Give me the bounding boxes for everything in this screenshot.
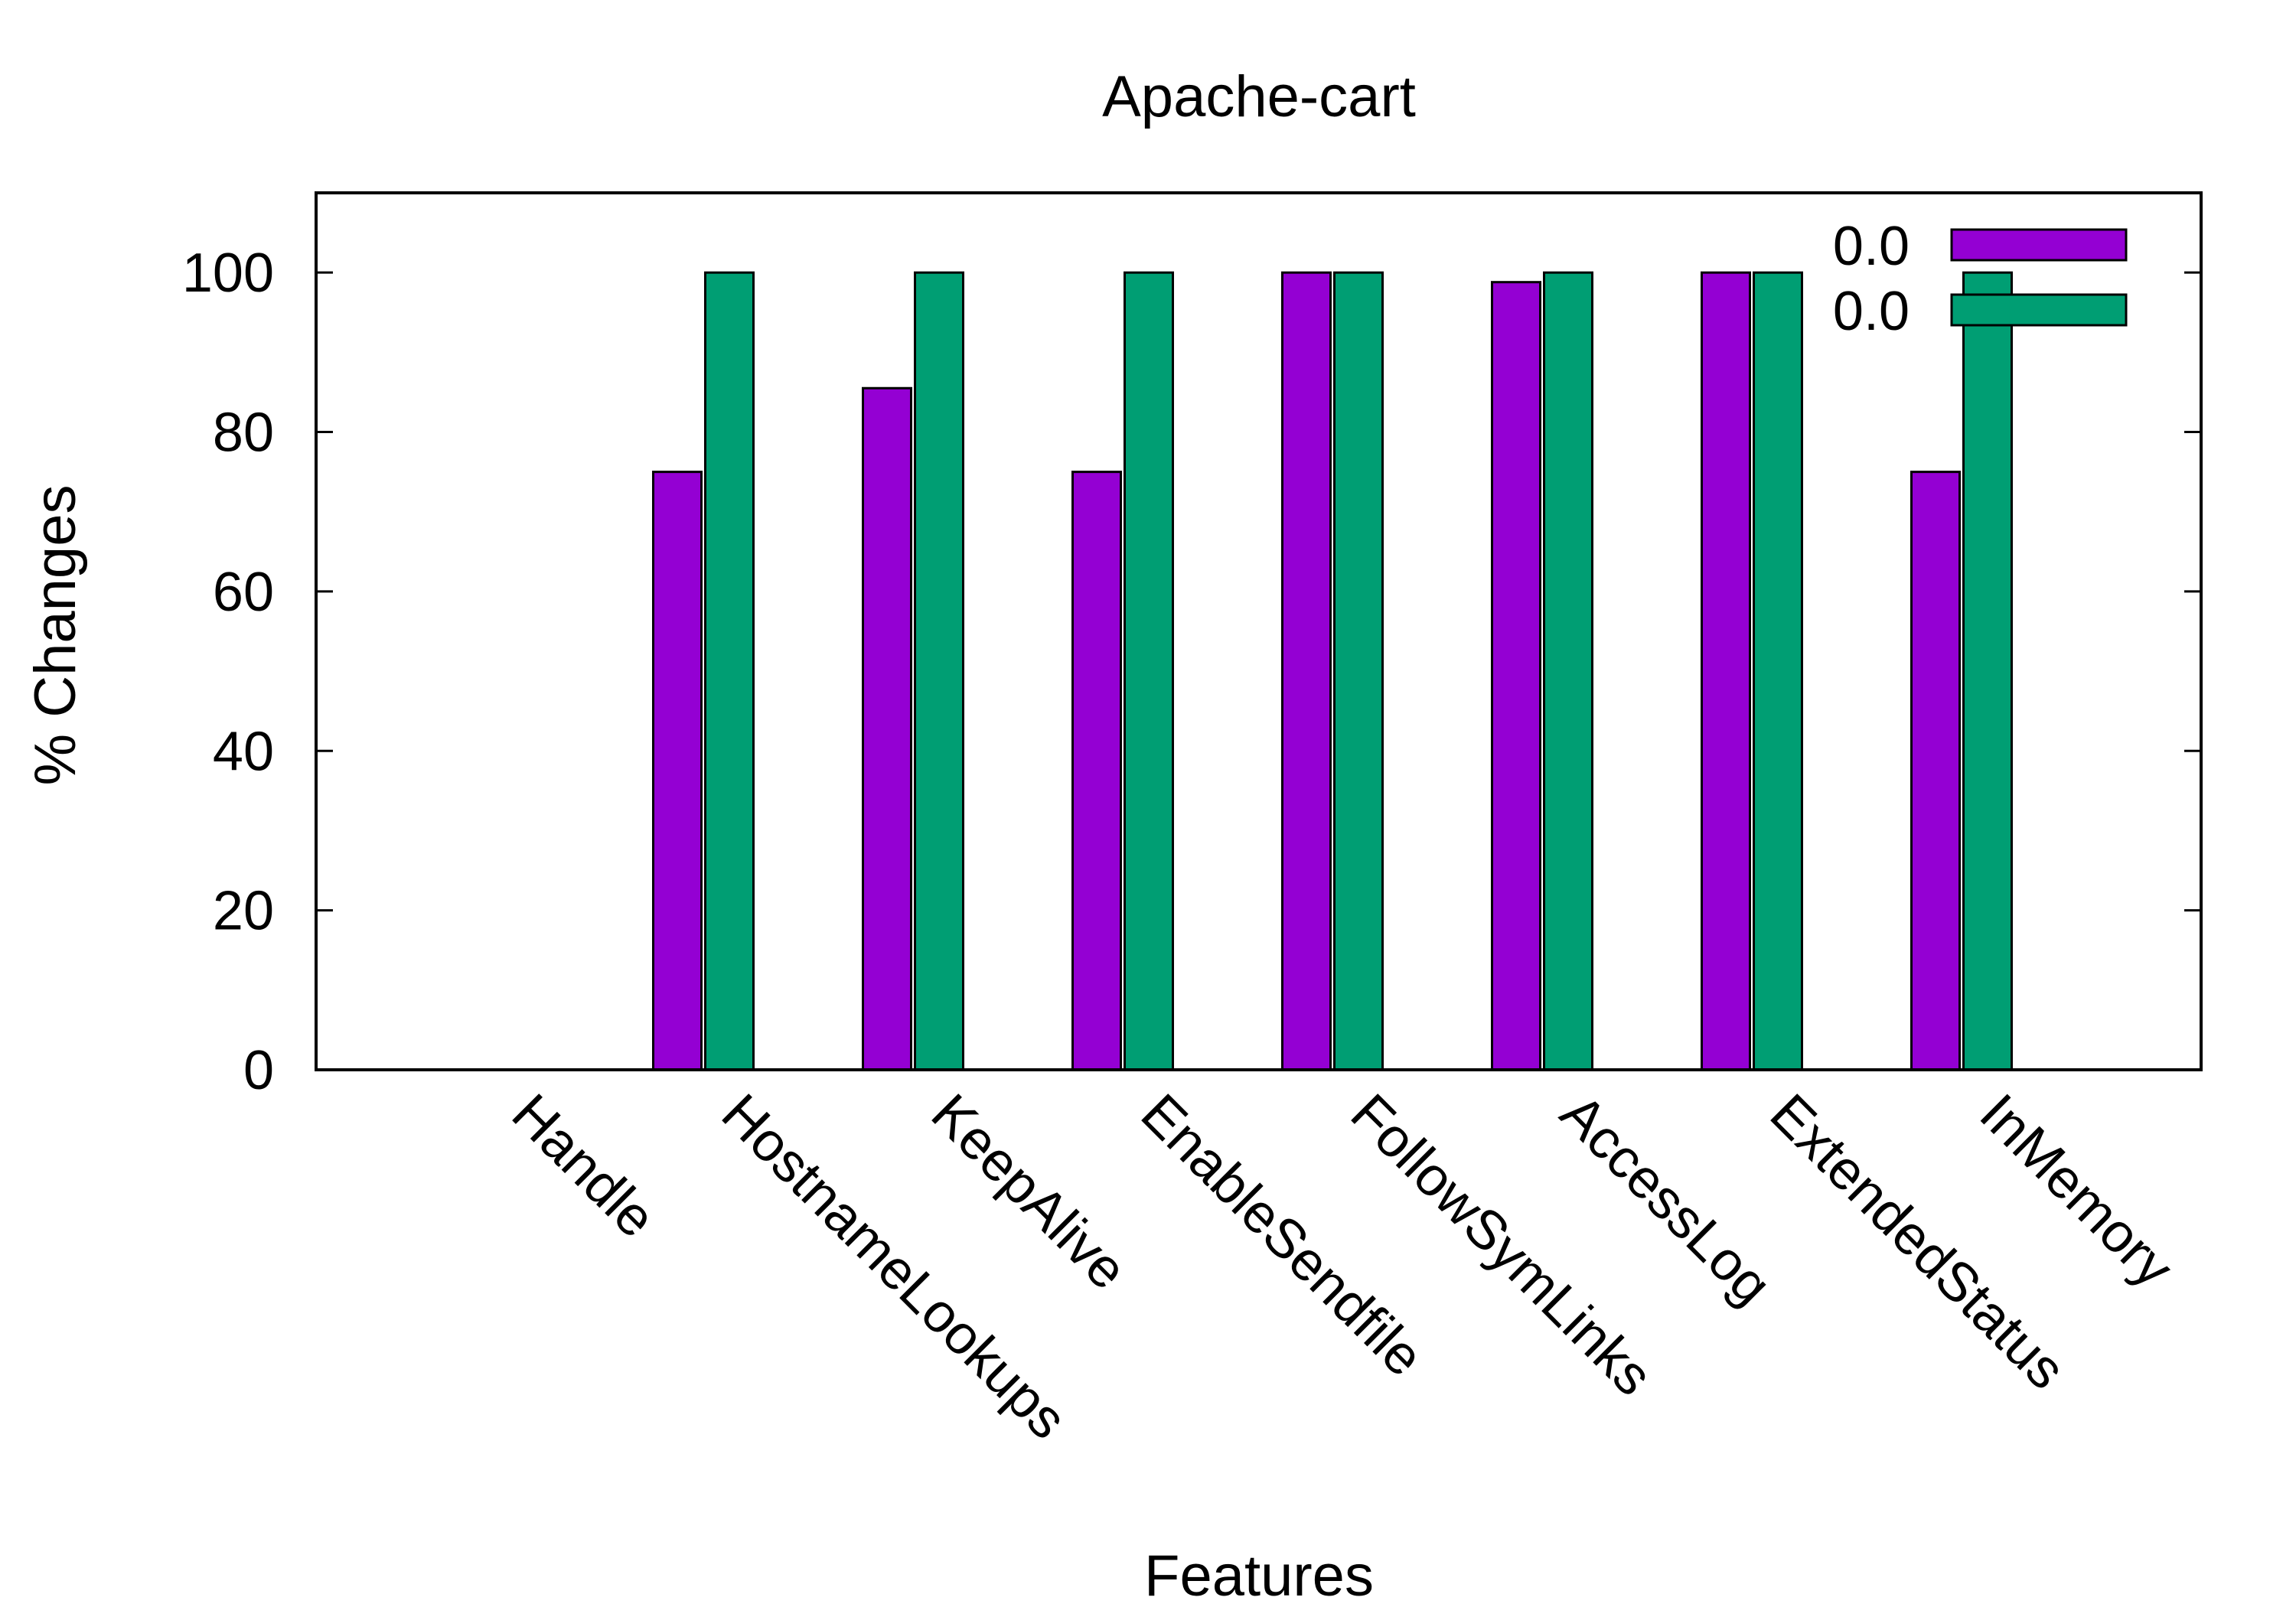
y-tick-label: 60 [213, 562, 274, 623]
bar-series-1-extendedstatus [1701, 271, 1751, 1071]
x-tick-label-hostnamelookups: HostnameLookups [710, 1083, 1078, 1451]
bar-series-2-accesslog [1543, 271, 1593, 1071]
bar-series-2-inmemory [1962, 271, 2013, 1071]
chart-title: Apache-cart [1102, 64, 1416, 129]
legend-swatch-series-2 [1950, 293, 2128, 327]
bar-series-1-keepalive [862, 386, 912, 1071]
x-axis-label: Features [1144, 1543, 1374, 1607]
bar-series-1-inmemory [1910, 471, 1961, 1071]
y-tick-label: 40 [213, 721, 274, 782]
legend: 0.00.0 [1833, 216, 2128, 342]
x-tick-label-handle: Handle [501, 1083, 667, 1250]
bar-series-1-accesslog [1491, 281, 1541, 1071]
x-tick-label-accesslog: AccessLog [1549, 1083, 1783, 1317]
y-tick-label: 0 [243, 1040, 274, 1101]
bar-series-1-hostnamelookups [652, 471, 703, 1071]
y-axis-label: % Changes [23, 485, 88, 786]
bars [652, 271, 2013, 1071]
y-tick-label: 20 [213, 881, 274, 942]
y-tick-label: 100 [182, 243, 274, 304]
legend-swatch-series-1 [1950, 228, 2128, 262]
x-tick-label-keepalive: KeepAlive [920, 1083, 1139, 1302]
y-axis-ticks: 0 20 40 60 80 100 [182, 243, 2201, 1101]
legend-label-series-2: 0.0 [1833, 281, 1910, 342]
x-tick-label-inmemory: InMemory [1968, 1083, 2185, 1299]
y-tick-label: 80 [213, 403, 274, 464]
bar-series-2-extendedstatus [1753, 271, 1803, 1071]
bar-series-2-enablesendfile [1124, 271, 1174, 1071]
x-axis-tick-labels: Handle HostnameLookupsKeepAliveEnableSend… [501, 1083, 2185, 1451]
bar-series-2-keepalive [914, 271, 964, 1071]
legend-label-series-1: 0.0 [1833, 216, 1910, 277]
bar-series-1-followsymlinks [1281, 271, 1332, 1071]
plot-frame [315, 191, 2203, 1071]
bar-series-1-enablesendfile [1071, 471, 1122, 1071]
bar-series-2-followsymlinks [1333, 271, 1384, 1071]
bar-series-2-hostnamelookups [704, 271, 755, 1071]
